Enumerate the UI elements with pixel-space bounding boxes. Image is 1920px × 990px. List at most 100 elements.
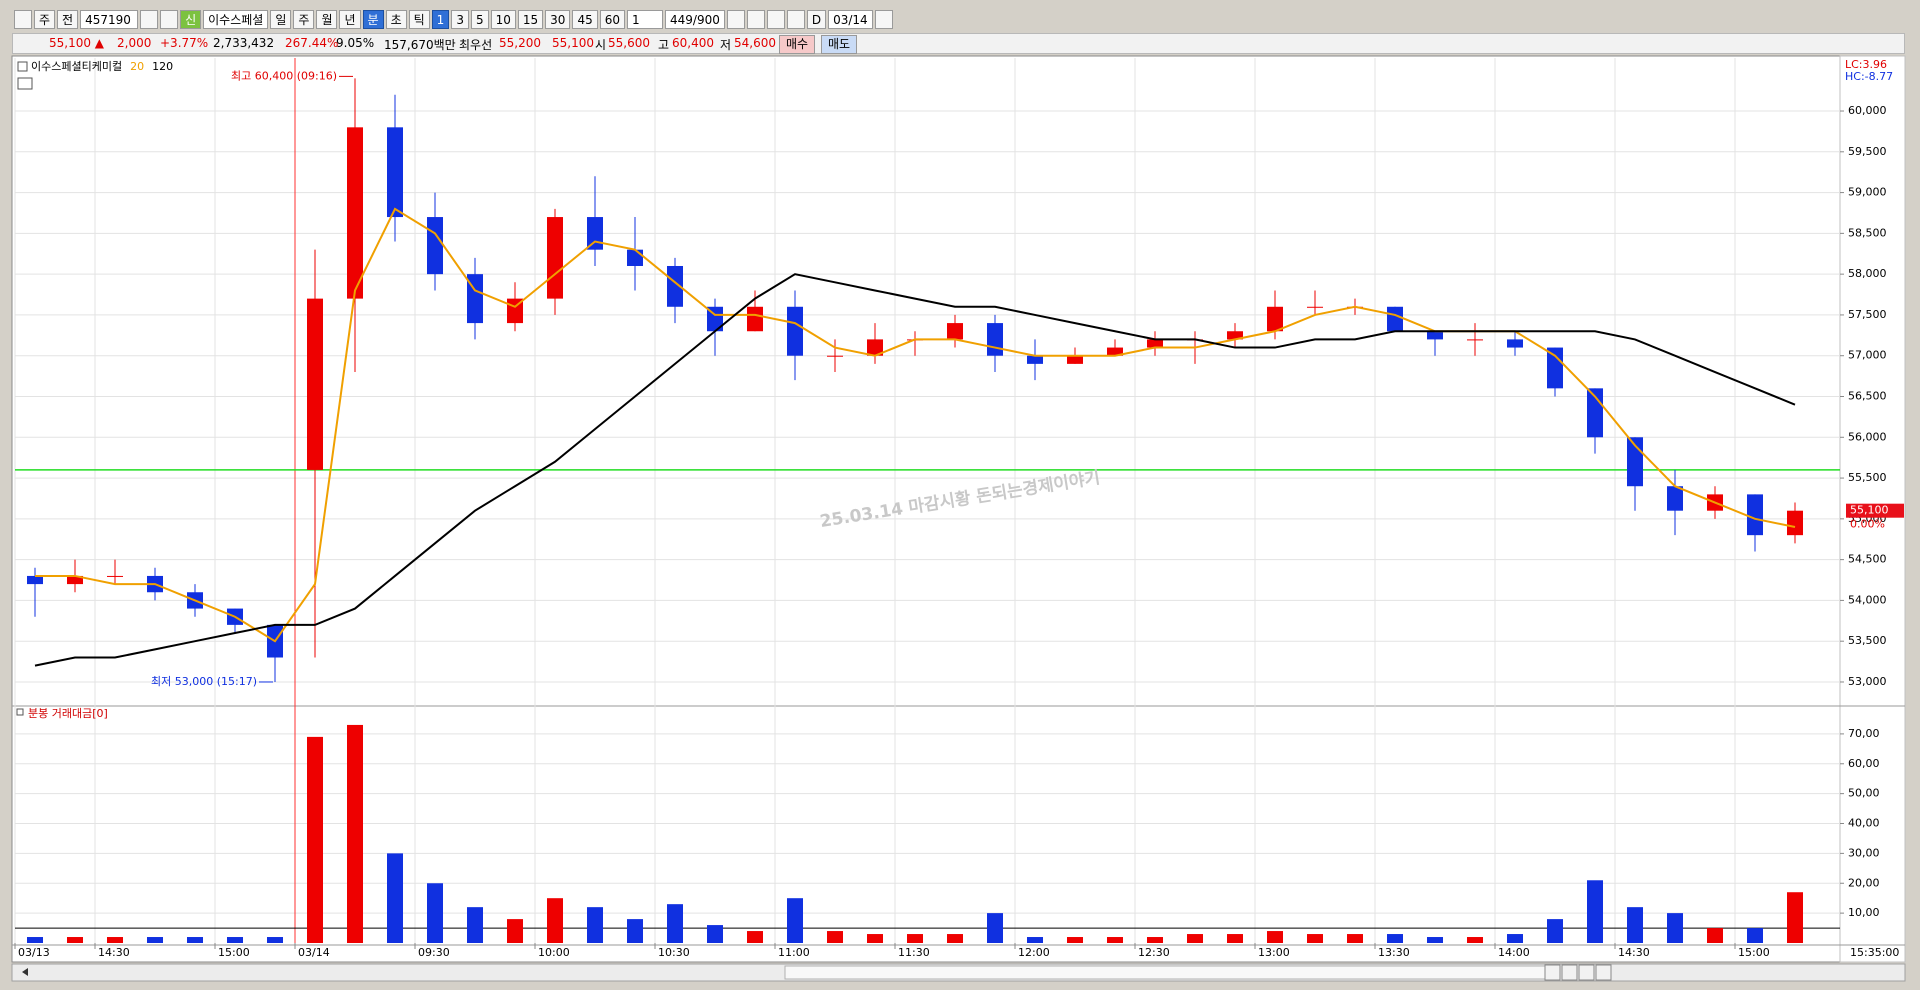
market-button[interactable]: 전 [57,10,79,29]
candle-body [307,298,323,470]
volume-bar [827,931,843,943]
volume-bar [427,883,443,943]
x-tick-label: 14:30 [1618,946,1650,959]
y-tick-label: 10,00 [1848,906,1880,919]
quote-field: 267.44% [285,36,339,50]
interval[interactable]: 1 [431,10,450,29]
quote-field: 2,000 [117,36,152,50]
candle-body [347,127,363,299]
calendar-icon[interactable] [874,10,893,29]
volume-bar [627,919,643,943]
volume-bar [1187,934,1203,943]
x-tick-label: 11:30 [898,946,930,959]
x-tick-label: 14:30 [98,946,130,959]
volume-bar [1627,907,1643,943]
volume-bar [27,937,43,943]
candle-body [1667,486,1683,511]
volume-bar [1307,934,1323,943]
y-tick-label: 58,000 [1848,267,1887,280]
order-button[interactable]: 매도 [821,35,858,54]
nav-button [1578,964,1595,981]
search-icon[interactable] [140,10,159,29]
order-button[interactable]: 매수 [779,35,816,54]
hc-label: HC:-8.77 [1845,70,1893,83]
low-annotation: 최저 53,000 (15:17) [151,675,257,688]
candle-body [387,127,403,218]
y-tick-label: 40,00 [1848,817,1880,830]
candle-body [1067,355,1083,364]
unit-week[interactable]: 주 [293,10,315,29]
x-tick-label: 15:00 [218,946,250,959]
settings-icon[interactable] [786,10,805,29]
volume-bar [707,925,723,943]
save-icon[interactable] [766,10,785,29]
candle-body [1427,331,1443,340]
quote-field: 60,400 [672,36,714,50]
legend-entry: 20 [130,60,144,73]
volume-bar [907,934,923,943]
candle-body [667,265,683,307]
unit-minute[interactable]: 분 [362,10,384,29]
quote-field: 2,733,432 [213,36,275,50]
interval[interactable]: 3 [451,10,469,29]
volume-bar [1747,928,1763,943]
interval[interactable]: 5 [470,10,489,29]
candle-body [1467,339,1483,341]
candle-body [867,339,883,356]
x-tick-label: 10:00 [538,946,570,959]
y-tick-label: 30,00 [1848,846,1880,859]
scroll-thumb [784,965,1546,980]
volume-bar [467,907,483,943]
interval[interactable]: 60 [599,10,625,29]
volume-bar [667,904,683,943]
period-select[interactable]: 주 [34,10,56,29]
d-checkbox[interactable]: D [806,10,827,29]
y-tick-label: 58,500 [1848,226,1887,239]
unit-tick[interactable]: 틱 [408,10,430,29]
candle-body [987,323,1003,356]
last-pct: 0.00% [1850,518,1885,531]
sound-icon[interactable] [160,10,179,29]
x-tick-label: 15:00 [1738,946,1770,959]
x-tick-label: 13:00 [1258,946,1290,959]
new-badge[interactable]: 신 [180,10,202,29]
y-tick-label: 55,500 [1848,471,1887,484]
interval[interactable]: 30 [545,10,571,29]
quote-field: 54,600 [734,36,776,50]
unit-second[interactable]: 초 [385,10,407,29]
count-select[interactable]: 1 [627,10,663,29]
y-tick-label: 60,000 [1848,104,1887,117]
tool-icon[interactable] [726,10,745,29]
bar-count[interactable]: 449/900 [665,10,725,29]
candle-body [547,217,563,299]
interval[interactable]: 10 [490,10,516,29]
interval[interactable]: 45 [572,10,598,29]
layout-icon[interactable] [14,10,32,29]
code-input[interactable]: 457190 [80,10,139,29]
unit-day[interactable]: 일 [270,10,292,29]
x-tick-label: 11:00 [778,946,810,959]
date-input[interactable]: 03/14 [828,10,873,29]
last-price: 55,100 [1850,504,1889,517]
chart-background [11,55,1906,963]
candle-body [1787,510,1803,536]
volume-bar [1547,919,1563,943]
volume-bar [947,934,963,943]
candle-body [1747,494,1763,536]
volume-bar [1787,892,1803,943]
tool-icon[interactable] [746,10,765,29]
volume-bar [307,736,323,943]
volume-bar [347,724,363,943]
volume-bar [1107,937,1123,943]
y-tick-label: 59,500 [1848,145,1887,158]
candle-body [1387,306,1403,332]
quote-field: 시 [595,38,607,52]
interval[interactable]: 15 [517,10,544,29]
stock-name[interactable]: 이수스페셜 [203,10,269,29]
unit-month[interactable]: 월 [316,10,338,29]
moving-average [34,273,1796,667]
y-tick-label: 54,500 [1848,553,1887,566]
y-tick-label: 53,500 [1848,634,1887,647]
unit-year[interactable]: 년 [339,10,361,29]
x-tick-label: 09:30 [418,946,450,959]
